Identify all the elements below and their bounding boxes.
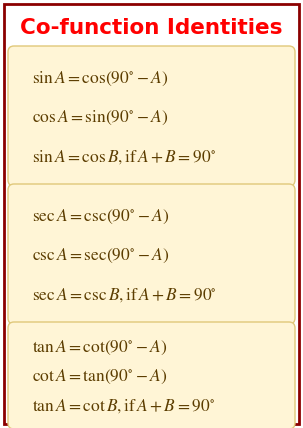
Text: $\mathregular{sin}\, \mathit{A} = \mathregular{cos}(90^{\circ} - \mathit{A})$: $\mathregular{sin}\, \mathit{A} = \mathr… [32, 70, 168, 88]
Text: $\mathregular{tan}\, \mathit{A} = \mathregular{cot}(90^{\circ} - \mathit{A})$: $\mathregular{tan}\, \mathit{A} = \mathr… [32, 339, 167, 357]
Text: $\mathregular{sec}\, \mathit{A} = \mathregular{csc}(90^{\circ} - \mathit{A})$: $\mathregular{sec}\, \mathit{A} = \mathr… [32, 208, 169, 226]
FancyBboxPatch shape [4, 4, 299, 424]
FancyBboxPatch shape [8, 322, 295, 428]
FancyBboxPatch shape [8, 184, 295, 324]
Text: $\mathregular{tan}\, \mathit{A} = \mathregular{cot}\, \mathit{B}, \mathregular{i: $\mathregular{tan}\, \mathit{A} = \mathr… [32, 397, 215, 415]
Text: Co-function Identities: Co-function Identities [20, 18, 283, 38]
Text: $\mathregular{cot}\, \mathit{A} = \mathregular{tan}(90^{\circ} - \mathit{A})$: $\mathregular{cot}\, \mathit{A} = \mathr… [32, 368, 167, 386]
Text: $\mathregular{csc}\, \mathit{A} = \mathregular{sec}(90^{\circ} - \mathit{A})$: $\mathregular{csc}\, \mathit{A} = \mathr… [32, 247, 169, 265]
Text: $\mathregular{sin}\, \mathit{A} = \mathregular{cos}\, \mathit{B}, \mathregular{i: $\mathregular{sin}\, \mathit{A} = \mathr… [32, 148, 216, 166]
Text: $\mathregular{sec}\, \mathit{A} = \mathregular{csc}\, \mathit{B}, \mathregular{i: $\mathregular{sec}\, \mathit{A} = \mathr… [32, 286, 217, 303]
FancyBboxPatch shape [8, 46, 295, 186]
Text: $\mathregular{cos}\, \mathit{A} = \mathregular{sin}(90^{\circ} - \mathit{A})$: $\mathregular{cos}\, \mathit{A} = \mathr… [32, 109, 168, 127]
